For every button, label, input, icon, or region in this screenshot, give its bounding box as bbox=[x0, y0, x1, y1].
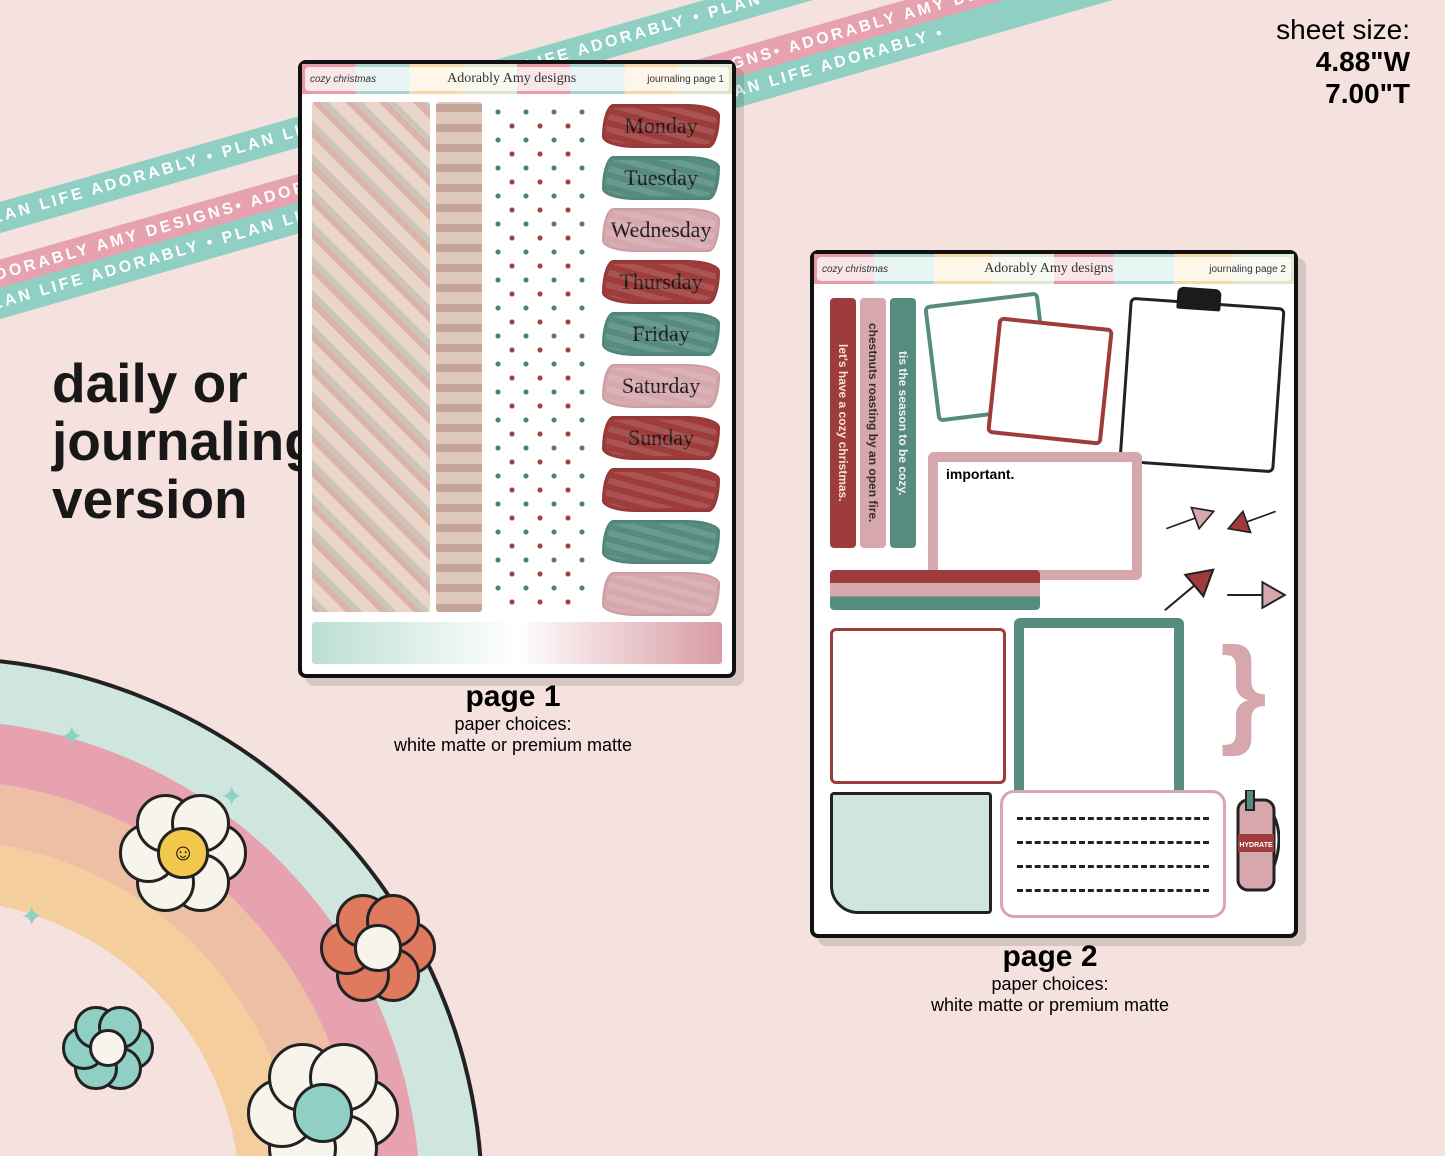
day-brush: Thursday bbox=[602, 260, 720, 304]
brace-icon: } bbox=[1220, 642, 1267, 738]
washi-strip bbox=[312, 102, 430, 612]
quote-strip: let's have a cozy christmas. bbox=[830, 298, 856, 548]
blank-brush bbox=[602, 468, 720, 512]
sticky-note bbox=[830, 792, 992, 914]
sticker-sheet-1: cozy christmasAdorably Amy designsjourna… bbox=[298, 60, 736, 678]
sheet-body: let's have a cozy christmas.chestnuts ro… bbox=[824, 292, 1284, 924]
flower-icon: ☺ bbox=[130, 800, 230, 900]
arrow-icon bbox=[1224, 572, 1288, 618]
sticker-sheet-2: cozy christmasAdorably Amy designsjourna… bbox=[810, 250, 1298, 938]
sheet-header: cozy christmasAdorably Amy designsjourna… bbox=[814, 254, 1294, 284]
quote-strip: chestnuts roasting by an open fire. bbox=[860, 298, 886, 548]
curved-arrow-icon bbox=[1154, 484, 1226, 556]
page-caption: page 1paper choices:white matte or premi… bbox=[313, 680, 713, 756]
blank-brush bbox=[602, 520, 720, 564]
curved-arrow-icon bbox=[1216, 484, 1288, 556]
sheet-body: Monday Tuesday Wednesday Thursday Friday Satu… bbox=[312, 102, 722, 664]
washi-strip bbox=[488, 102, 590, 612]
day-brush: Wednesday bbox=[602, 208, 720, 252]
day-brush: Monday bbox=[602, 104, 720, 148]
infographic-canvas: PLAN LIFE ADORABLY • PLAN LIFE ADORABLY … bbox=[0, 0, 1445, 1156]
writing-line bbox=[1017, 817, 1209, 820]
gradient-bar bbox=[312, 622, 722, 664]
washi-bar bbox=[830, 570, 1040, 610]
notepaper bbox=[830, 628, 1006, 784]
sheet-size-info: sheet size:4.88"W7.00"T bbox=[1276, 14, 1410, 111]
important-frame: important. bbox=[928, 452, 1142, 580]
sparkle-icon: ✦ bbox=[60, 720, 83, 753]
tumbler-icon: HYDRATE bbox=[1232, 790, 1280, 908]
writing-line bbox=[1017, 841, 1209, 844]
writing-line bbox=[1017, 865, 1209, 868]
sparkle-icon: ✦ bbox=[20, 900, 43, 933]
svg-text:HYDRATE: HYDRATE bbox=[1239, 842, 1273, 849]
writing-line bbox=[1017, 889, 1209, 892]
sheet-header: cozy christmasAdorably Amy designsjourna… bbox=[302, 64, 732, 94]
day-brush: Tuesday bbox=[602, 156, 720, 200]
day-brush: Sunday bbox=[602, 416, 720, 460]
page-caption: page 2paper choices:white matte or premi… bbox=[850, 940, 1250, 1016]
flower-icon bbox=[330, 900, 420, 990]
blank-brush bbox=[602, 572, 720, 616]
photo-frame bbox=[986, 316, 1114, 445]
day-brush: Friday bbox=[602, 312, 720, 356]
washi-strip bbox=[436, 102, 482, 612]
flower-icon bbox=[70, 1010, 140, 1080]
day-brush: Saturday bbox=[602, 364, 720, 408]
scallop-note bbox=[1000, 790, 1226, 918]
binder-clip-icon bbox=[1176, 286, 1221, 311]
headline-text: daily or journaling version bbox=[52, 355, 318, 528]
sticky-note bbox=[1118, 297, 1285, 473]
quote-strip: tis the season to be cozy. bbox=[890, 298, 916, 548]
flower-icon bbox=[260, 1050, 380, 1156]
